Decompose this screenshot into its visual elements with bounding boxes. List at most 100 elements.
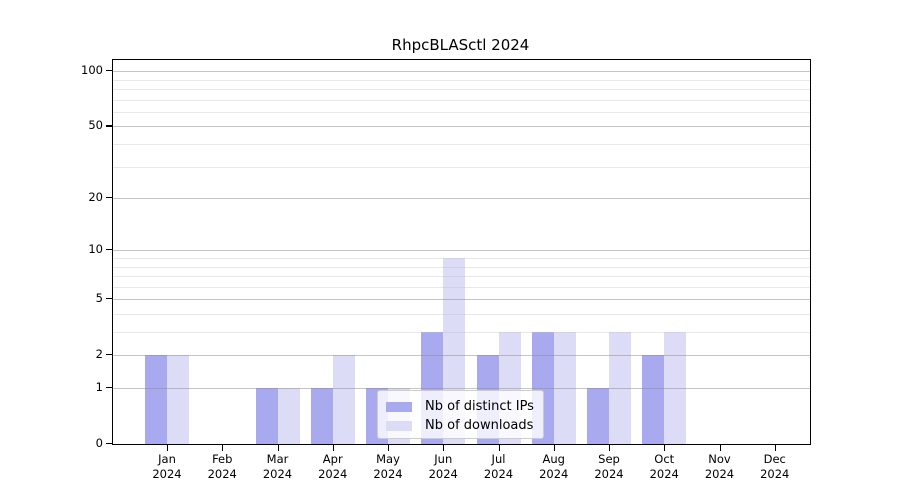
legend-label-downloads: Nb of downloads — [425, 418, 534, 433]
x-tick-year: 2024 — [152, 467, 182, 481]
gridline-y-6 — [113, 286, 810, 288]
bar-distinct-ips-apr — [310, 388, 333, 444]
y-tick-label-2: 2 — [95, 347, 103, 362]
x-tick-mark — [332, 445, 334, 451]
gridline-y-90 — [113, 79, 810, 81]
x-tick-mark — [664, 445, 666, 451]
x-tick-label-jul: Jul 2024 — [471, 452, 527, 482]
y-tick-mark — [106, 443, 112, 445]
x-tick-month: Sep — [598, 452, 620, 466]
x-tick-year: 2024 — [760, 467, 790, 481]
x-tick-year: 2024 — [649, 467, 679, 481]
legend-entry-distinct-ips: Nb of distinct IPs — [386, 397, 543, 416]
bar-distinct-ips-oct — [642, 355, 665, 444]
y-tick-mark — [106, 125, 112, 127]
x-tick-year: 2024 — [262, 467, 293, 481]
bar-distinct-ips-sep — [587, 388, 609, 444]
gridline-y-40 — [113, 144, 810, 145]
legend-label-distinct-ips: Nb of distinct IPs — [425, 399, 534, 414]
x-tick-month: Oct — [654, 452, 675, 466]
y-tick-label-5: 5 — [95, 291, 103, 306]
gridline-y-3 — [113, 332, 810, 333]
y-tick-label-10: 10 — [88, 242, 103, 257]
gridline-y-10 — [113, 250, 810, 252]
x-tick-year: 2024 — [318, 467, 348, 481]
x-tick-month: Feb — [212, 452, 233, 466]
x-tick-mark — [498, 445, 500, 451]
x-tick-label-nov: Nov 2024 — [692, 452, 748, 482]
x-tick-month: Jan — [158, 452, 176, 466]
gridline-y-50 — [113, 126, 810, 128]
x-tick-mark — [443, 445, 445, 451]
x-tick-year: 2024 — [428, 467, 458, 481]
bar-downloads-jan — [167, 355, 189, 444]
x-tick-label-mar: Mar 2024 — [250, 452, 306, 482]
x-tick-mark — [719, 445, 721, 451]
bar-downloads-mar — [277, 388, 300, 444]
bar-downloads-oct — [664, 332, 687, 444]
x-tick-label-aug: Aug 2024 — [526, 452, 582, 482]
bar-distinct-ips-mar — [255, 388, 278, 444]
x-tick-mark — [388, 445, 390, 451]
plot-area — [112, 59, 811, 445]
bar-distinct-ips-jan — [145, 355, 167, 444]
y-tick-mark — [106, 70, 112, 72]
x-tick-year: 2024 — [539, 467, 569, 481]
bar-downloads-sep — [609, 332, 631, 444]
gridline-y-100 — [113, 71, 810, 73]
legend: Nb of distinct IPs Nb of downloads — [377, 390, 544, 439]
chart-title: RhpcBLASctl 2024 — [391, 36, 530, 54]
x-tick-mark — [222, 445, 224, 451]
x-tick-year: 2024 — [483, 467, 514, 481]
x-tick-month: Aug — [542, 452, 565, 466]
x-tick-month: Jun — [434, 452, 453, 466]
x-tick-month: Jul — [491, 452, 506, 466]
x-tick-month: Apr — [322, 452, 343, 466]
x-tick-mark — [167, 445, 169, 451]
legend-swatch-downloads — [386, 420, 412, 431]
gridline-y-9 — [113, 257, 810, 259]
gridline-y-1 — [113, 388, 810, 389]
x-tick-label-oct: Oct 2024 — [636, 452, 692, 482]
gridline-y-70 — [113, 99, 810, 101]
y-tick-mark — [106, 249, 112, 251]
legend-entry-downloads: Nb of downloads — [386, 416, 543, 435]
gridline-y-60 — [113, 111, 810, 113]
gridline-y-5 — [113, 299, 810, 301]
x-tick-label-sep: Sep 2024 — [581, 452, 637, 482]
y-tick-mark — [106, 354, 112, 356]
y-tick-mark — [106, 298, 112, 300]
y-tick-label-100: 100 — [81, 63, 103, 78]
y-tick-label-0: 0 — [95, 436, 103, 450]
gridline-y-30 — [113, 166, 810, 168]
bar-downloads-aug — [553, 332, 576, 444]
legend-swatch-distinct-ips — [386, 401, 412, 412]
y-tick-mark — [106, 197, 112, 199]
x-tick-month: Nov — [708, 452, 731, 466]
x-tick-month: Dec — [763, 452, 786, 466]
gridline-y-4 — [113, 313, 810, 315]
x-tick-label-apr: Apr 2024 — [305, 452, 361, 482]
x-tick-label-may: May 2024 — [360, 452, 416, 482]
gridline-y-2 — [113, 355, 810, 357]
x-tick-label-jan: Jan 2024 — [139, 452, 195, 482]
x-tick-month: May — [376, 452, 400, 466]
y-tick-label-1: 1 — [95, 380, 103, 394]
y-tick-mark — [106, 387, 112, 389]
y-tick-label-20: 20 — [88, 190, 103, 205]
x-tick-label-jun: Jun 2024 — [415, 452, 471, 482]
x-tick-month: Mar — [266, 452, 289, 466]
x-tick-mark — [277, 445, 279, 451]
bar-downloads-apr — [332, 355, 355, 444]
x-tick-year: 2024 — [373, 467, 403, 481]
x-tick-mark — [609, 445, 611, 451]
x-tick-label-feb: Feb 2024 — [194, 452, 250, 482]
x-tick-mark — [774, 445, 776, 451]
x-tick-year: 2024 — [594, 467, 624, 481]
y-tick-label-50: 50 — [88, 118, 103, 133]
gridline-y-80 — [113, 89, 810, 90]
gridline-y-7 — [113, 276, 810, 278]
gridline-y-20 — [113, 198, 810, 200]
x-tick-mark — [553, 445, 555, 451]
